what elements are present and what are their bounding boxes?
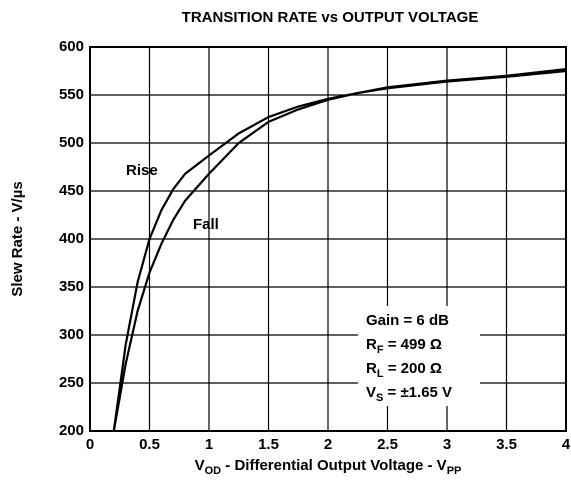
- x-tick-label: 0.5: [139, 436, 160, 453]
- subscript: OD: [205, 465, 222, 477]
- label: Gain = 6 dB: [366, 312, 449, 329]
- label-part: V: [195, 457, 205, 474]
- x-tick-label: 2.5: [377, 436, 398, 453]
- x-tick-label: 1.5: [258, 436, 279, 453]
- label-part: = 200 Ω: [384, 360, 442, 377]
- x-tick-label: 2: [324, 436, 332, 453]
- y-axis-label: Slew Rate - V/µs: [9, 181, 26, 296]
- subscript: PP: [447, 465, 462, 477]
- label-part: Gain = 6 dB: [366, 312, 449, 329]
- label: RF = 499 Ω: [366, 336, 442, 356]
- label-part: - Differential Output Voltage - V: [221, 457, 447, 474]
- y-tick-label: 250: [59, 374, 84, 391]
- y-tick-label: 350: [59, 278, 84, 295]
- y-tick-label: 400: [59, 230, 84, 247]
- label: VOD - Differential Output Voltage - VPP: [195, 457, 462, 477]
- label: RL = 200 Ω: [366, 360, 442, 380]
- x-tick-label: 3: [443, 436, 451, 453]
- annotation-box: [358, 306, 480, 406]
- series-label: Rise: [126, 162, 158, 179]
- y-tick-label: 550: [59, 86, 84, 103]
- x-tick-label: 4: [562, 436, 571, 453]
- subscript: S: [376, 392, 383, 404]
- y-tick-label: 200: [59, 422, 84, 439]
- label-part: = 499 Ω: [384, 336, 442, 353]
- label-part: R: [366, 360, 377, 377]
- y-tick-label: 450: [59, 182, 84, 199]
- chart-title: TRANSITION RATE vs OUTPUT VOLTAGE: [182, 9, 479, 26]
- x-tick-label: 1: [205, 436, 213, 453]
- plot-frame: [89, 46, 567, 432]
- subscript: F: [377, 344, 384, 356]
- x-tick-label: 3.5: [496, 436, 517, 453]
- x-tick-label: 0: [86, 436, 94, 453]
- label: VS = ±1.65 V: [366, 384, 452, 404]
- label-part: = ±1.65 V: [383, 384, 452, 401]
- label-part: R: [366, 336, 377, 353]
- subscript: L: [377, 368, 384, 380]
- y-tick-label: 500: [59, 134, 84, 151]
- y-tick-label: 600: [59, 38, 84, 55]
- series-label: Fall: [193, 216, 219, 233]
- y-tick-label: 300: [59, 326, 84, 343]
- label-part: V: [366, 384, 376, 401]
- line: [112, 67, 567, 432]
